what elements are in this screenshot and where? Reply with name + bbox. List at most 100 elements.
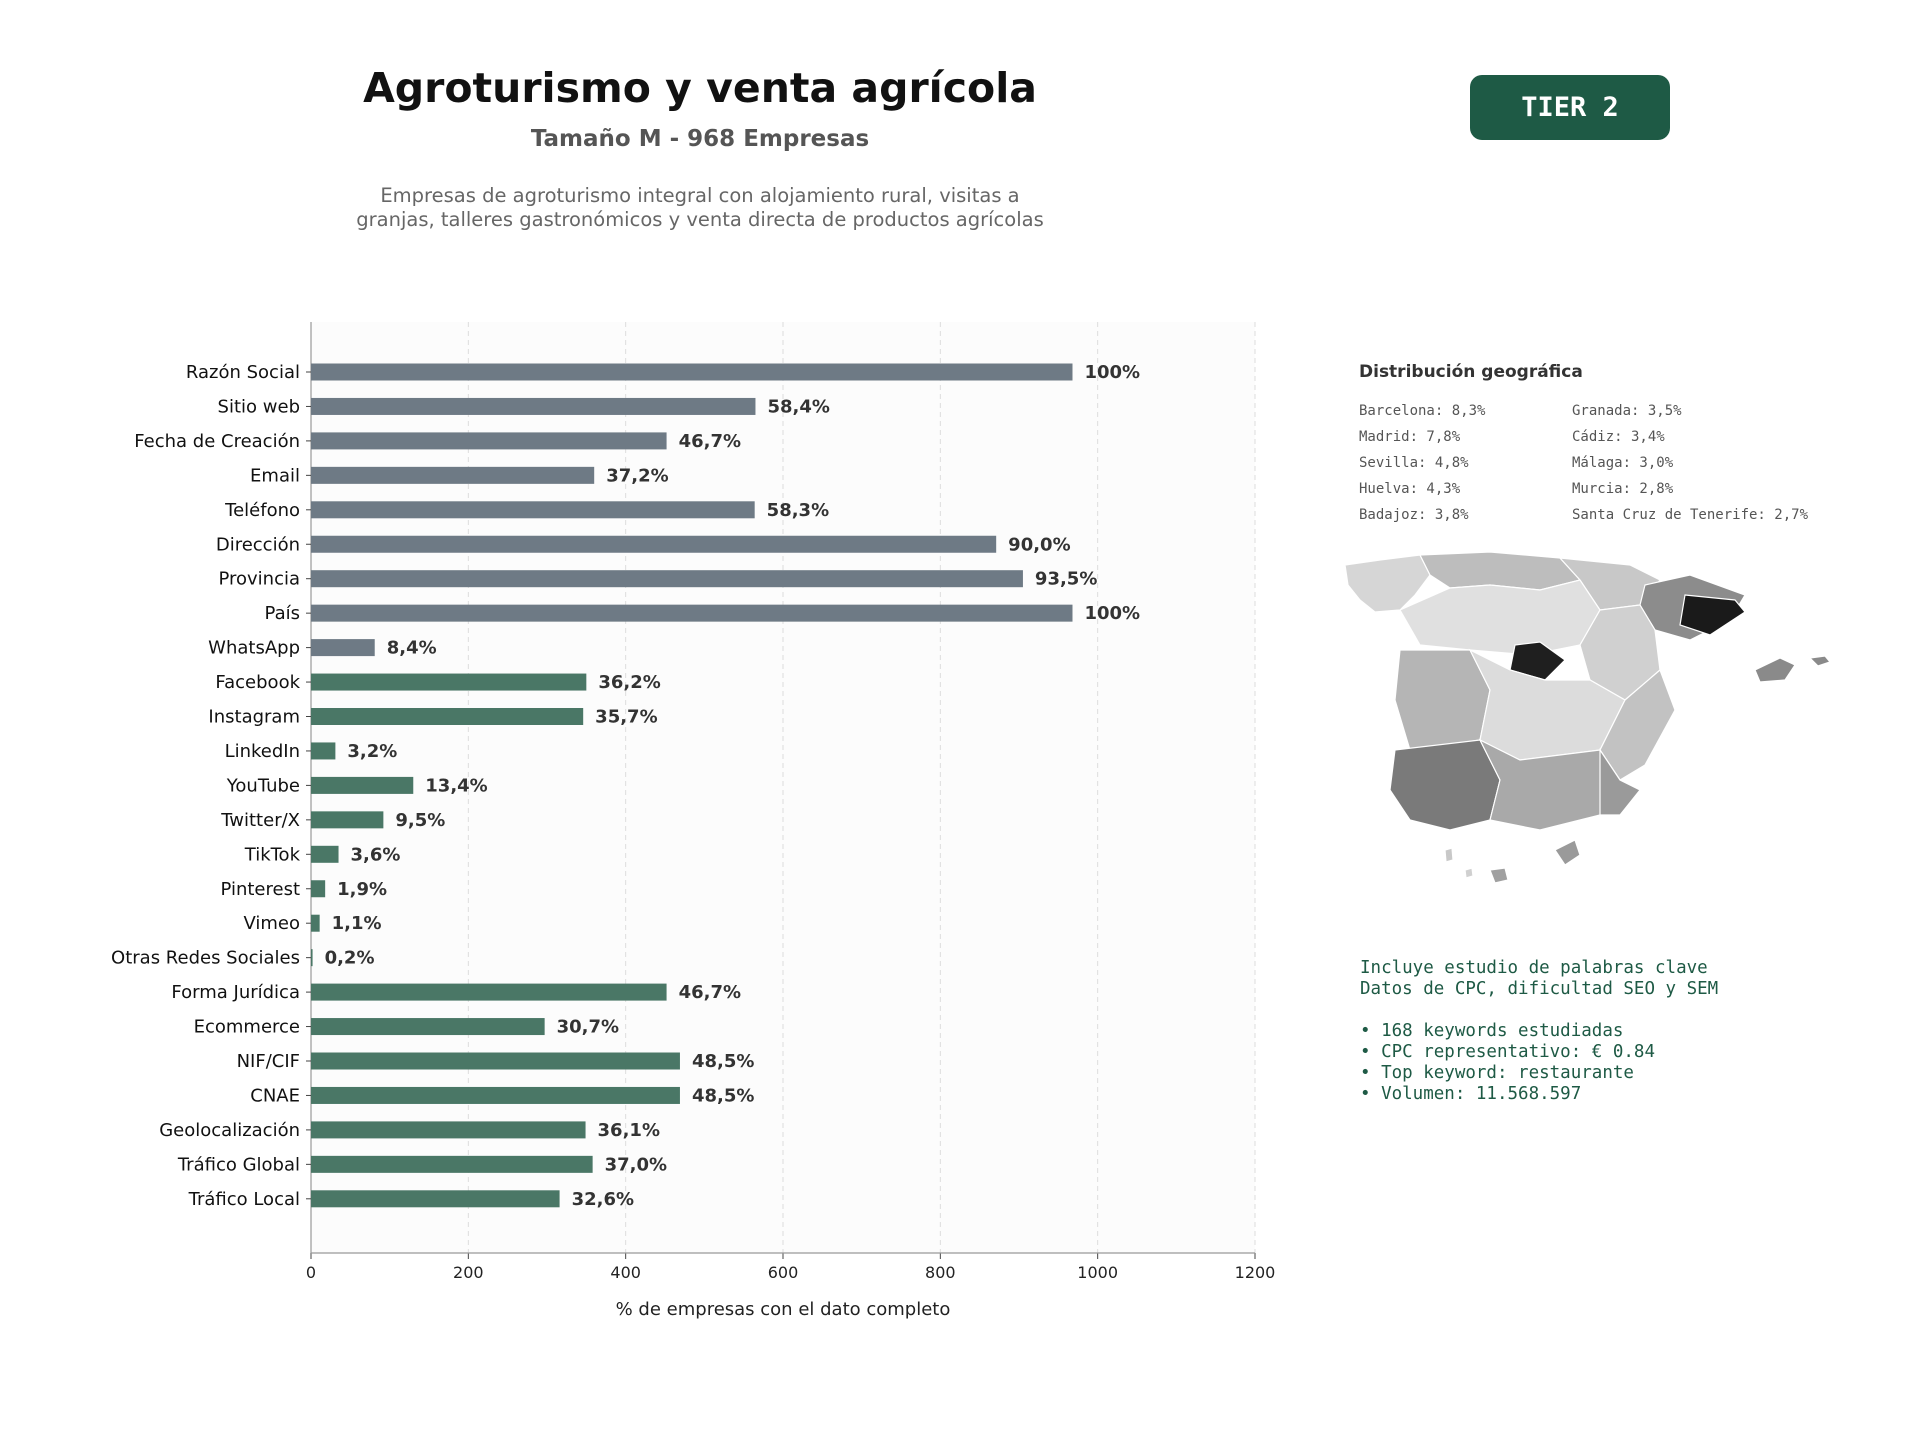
category-label: País bbox=[265, 603, 300, 624]
data-label: 35,7% bbox=[595, 707, 657, 728]
data-label: 36,2% bbox=[598, 672, 660, 693]
data-label: 93,5% bbox=[1035, 569, 1097, 590]
category-label: Razón Social bbox=[186, 362, 300, 383]
category-label: Forma Jurídica bbox=[171, 982, 300, 1003]
geo-item: Granada: 3,5% bbox=[1572, 403, 1682, 419]
bar bbox=[311, 949, 313, 967]
data-label: 0,2% bbox=[325, 948, 375, 969]
data-label: 46,7% bbox=[679, 431, 741, 452]
category-label: Vimeo bbox=[243, 913, 300, 934]
bar bbox=[311, 1155, 593, 1173]
map-region-andalusia-west bbox=[1389, 739, 1501, 831]
bar bbox=[311, 1121, 586, 1139]
bar bbox=[311, 845, 339, 863]
x-axis-title: % de empresas con el dato completo bbox=[616, 1299, 951, 1320]
category-label: Fecha de Creación bbox=[134, 431, 300, 452]
bar-chart: 0 200 400 600 800 1000 1200 % de empresas con e… bbox=[111, 322, 1276, 1320]
category-label: Instagram bbox=[208, 707, 300, 728]
map-region-baleares-small bbox=[1808, 655, 1832, 667]
tier-badge: TIER 2 bbox=[1470, 75, 1670, 140]
data-label: 1,1% bbox=[332, 913, 382, 934]
geo-item: Barcelona: 8,3% bbox=[1359, 403, 1486, 419]
spain-map bbox=[1344, 551, 1832, 884]
category-label: Twitter/X bbox=[220, 810, 300, 831]
data-label: 37,0% bbox=[605, 1154, 667, 1175]
description-line: Empresas de agroturismo integral con alo… bbox=[380, 184, 1020, 207]
x-tick-label: 800 bbox=[925, 1263, 956, 1282]
data-label: 58,4% bbox=[767, 396, 829, 417]
category-label: Sitio web bbox=[218, 396, 300, 417]
category-label: WhatsApp bbox=[208, 638, 300, 659]
map-region-north bbox=[1419, 551, 1582, 591]
map-region-baleares bbox=[1754, 657, 1796, 683]
geo-item: Murcia: 2,8% bbox=[1572, 481, 1674, 497]
map-region-barcelona bbox=[1679, 594, 1746, 636]
x-tick-label: 1200 bbox=[1235, 1263, 1276, 1282]
bar bbox=[311, 1086, 680, 1104]
data-label: 1,9% bbox=[337, 879, 387, 900]
category-label: NIF/CIF bbox=[237, 1051, 300, 1072]
geo-item: Cádiz: 3,4% bbox=[1572, 429, 1665, 445]
data-label: 13,4% bbox=[425, 775, 487, 796]
bar bbox=[311, 673, 587, 691]
x-tick-label: 400 bbox=[610, 1263, 641, 1282]
bar bbox=[311, 708, 584, 725]
data-label: 100% bbox=[1084, 362, 1140, 383]
keywords-box: Incluye estudio de palabras clave Datos … bbox=[1360, 958, 1718, 1105]
data-label: 48,5% bbox=[692, 1051, 754, 1072]
bar bbox=[311, 501, 755, 519]
bar bbox=[311, 466, 595, 484]
data-label: 58,3% bbox=[767, 500, 829, 521]
geo-item: Sevilla: 4,8% bbox=[1359, 455, 1469, 471]
bar bbox=[311, 811, 384, 829]
bar bbox=[311, 363, 1073, 381]
data-label: 32,6% bbox=[572, 1189, 634, 1210]
bar bbox=[311, 1018, 545, 1036]
description-line: granjas, talleres gastronómicos y venta … bbox=[356, 208, 1044, 231]
category-label: Teléfono bbox=[224, 500, 300, 521]
keywords-line: Datos de CPC, dificultad SEO y SEM bbox=[1360, 979, 1719, 999]
page-description: Empresas de agroturismo integral con alo… bbox=[200, 184, 1200, 232]
map-region-madrid bbox=[1509, 641, 1566, 681]
data-label: 3,6% bbox=[351, 844, 401, 865]
data-label: 37,2% bbox=[606, 465, 668, 486]
map-region-northwest bbox=[1344, 554, 1431, 613]
map-region-murcia bbox=[1599, 748, 1641, 816]
data-label: 30,7% bbox=[557, 1017, 619, 1038]
x-tick-label: 200 bbox=[453, 1263, 484, 1282]
x-tick-label: 600 bbox=[768, 1263, 799, 1282]
data-label: 48,5% bbox=[692, 1085, 754, 1106]
bar bbox=[311, 604, 1073, 622]
bar bbox=[311, 880, 326, 898]
data-label: 46,7% bbox=[679, 982, 741, 1003]
geo-item: Huelva: 4,3% bbox=[1359, 481, 1461, 497]
bar bbox=[311, 570, 1023, 588]
x-tick-label: 1000 bbox=[1077, 1263, 1118, 1282]
bar bbox=[311, 983, 667, 1001]
category-label: Provincia bbox=[218, 569, 300, 590]
map-region-castile-north bbox=[1399, 579, 1601, 656]
bar bbox=[311, 1190, 560, 1208]
category-label: Facebook bbox=[215, 672, 300, 693]
bar bbox=[311, 914, 320, 932]
category-label: LinkedIn bbox=[225, 741, 300, 762]
geo-item: Badajoz: 3,8% bbox=[1359, 507, 1469, 523]
category-label: Ecommerce bbox=[194, 1017, 300, 1038]
map-region-canarias-4 bbox=[1464, 867, 1474, 879]
bar bbox=[311, 535, 997, 553]
bar bbox=[311, 1052, 680, 1070]
page-subtitle: Tamaño M - 968 Empresas bbox=[530, 126, 870, 152]
page-title: Agroturismo y venta agrícola bbox=[363, 64, 1037, 112]
map-region-canarias-2 bbox=[1489, 867, 1509, 884]
data-label: 90,0% bbox=[1008, 534, 1070, 555]
keywords-bullet: • 168 keywords estudiadas bbox=[1360, 1021, 1624, 1041]
bar bbox=[311, 742, 336, 760]
data-label: 3,2% bbox=[347, 741, 397, 762]
data-label: 8,4% bbox=[387, 638, 437, 659]
geo-item: Madrid: 7,8% bbox=[1359, 429, 1461, 445]
category-label: Pinterest bbox=[220, 879, 300, 900]
map-region-canarias-1 bbox=[1554, 839, 1581, 866]
geo-item: Málaga: 3,0% bbox=[1572, 455, 1674, 471]
x-tick-label: 0 bbox=[306, 1263, 316, 1282]
category-label: TikTok bbox=[244, 844, 301, 865]
